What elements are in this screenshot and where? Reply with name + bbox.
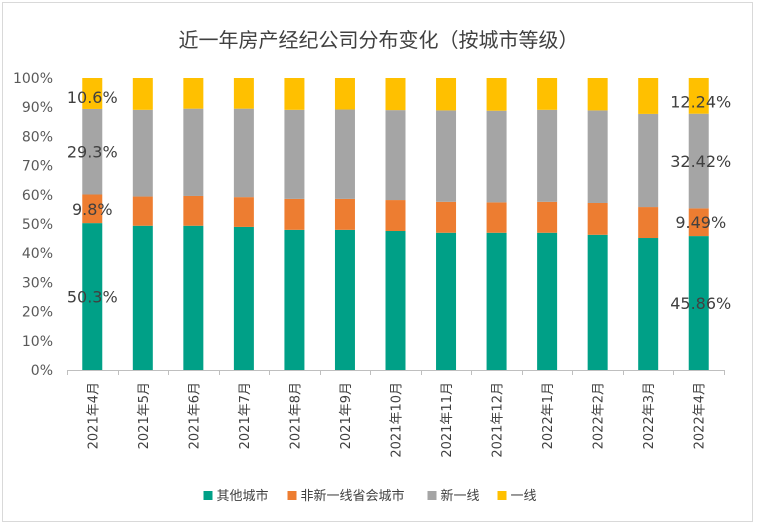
y-tick-label: 20% [22, 305, 53, 321]
bar-segment [334, 198, 355, 230]
y-tick-label: 30% [22, 275, 53, 291]
bar-segment [233, 226, 254, 370]
legend-label: 一线 [511, 489, 537, 504]
x-tick-label: 2021年11月 [440, 382, 455, 458]
bar-segment [334, 229, 355, 370]
bar-segment [284, 198, 305, 230]
legend-swatch [497, 491, 507, 500]
bar-segment [537, 78, 558, 110]
x-tick-label: 2021年7月 [238, 382, 253, 449]
bar-segment [284, 78, 305, 110]
bar-segment [183, 225, 204, 370]
bar-segment [638, 238, 659, 370]
bar-segment [486, 232, 507, 370]
bar-segment [638, 207, 659, 239]
x-tick-label: 2022年4月 [693, 382, 708, 449]
data-label: 12.24% [670, 93, 731, 112]
y-tick-label: 0% [31, 363, 53, 379]
bar-segment [587, 110, 608, 203]
data-label: 50.3% [67, 288, 118, 307]
bar-segment [284, 229, 305, 370]
x-tick-label: 2021年6月 [187, 382, 202, 449]
legend-label: 新一线 [441, 488, 480, 504]
bar-segment [486, 110, 507, 203]
data-label: 9.8% [72, 200, 113, 219]
bar-segment [334, 109, 355, 199]
bar-segment [385, 200, 406, 232]
bar-segment [688, 113, 709, 209]
x-tick-label: 2021年12月 [491, 382, 506, 458]
y-tick-label: 40% [22, 246, 53, 262]
bar-segment [436, 232, 457, 370]
bar-segment [537, 201, 558, 233]
x-tick-label: 2022年3月 [642, 382, 657, 449]
bar-segment [537, 232, 558, 370]
chart-title: 近一年房产经纪公司分布变化（按城市等级） [178, 28, 579, 52]
data-label: 10.6% [67, 88, 118, 107]
bar-segment [82, 194, 103, 224]
bar-segment [587, 78, 608, 111]
data-label: 32.42% [670, 152, 731, 171]
bar-segment [233, 78, 254, 109]
bar-segment [132, 196, 153, 226]
legend-swatch [427, 491, 437, 500]
x-tick-label: 2022年2月 [592, 382, 607, 449]
bar-segment [132, 225, 153, 370]
y-tick-label: 60% [22, 188, 53, 204]
x-tick-label: 2021年8月 [288, 382, 303, 449]
bar-segment [486, 78, 507, 111]
legend-swatch [287, 491, 297, 500]
bar-segment [132, 109, 153, 197]
bar-segment [638, 78, 659, 114]
x-tick-label: 2021年4月 [86, 382, 101, 449]
y-tick-label: 100% [13, 71, 53, 87]
bar-segment [385, 110, 406, 201]
bar-segment [233, 197, 254, 227]
bar-segment [132, 78, 153, 110]
y-tick-label: 10% [22, 334, 53, 350]
bar-segment [183, 195, 204, 226]
data-label: 45.86% [670, 294, 731, 313]
y-tick-label: 70% [22, 159, 53, 175]
x-tick-label: 2021年5月 [137, 382, 152, 449]
bar-segment [284, 109, 305, 199]
x-tick-label: 2022年1月 [541, 382, 556, 449]
bar-segment [688, 208, 709, 237]
y-tick-label: 90% [22, 100, 53, 116]
y-tick-label: 80% [22, 129, 53, 145]
bar-segment [385, 78, 406, 111]
bar-segment [82, 108, 103, 195]
bar-segment [486, 202, 507, 233]
bar-segment [183, 78, 204, 109]
bar-segment [82, 78, 103, 109]
bar-segment [436, 201, 457, 233]
legend-label: 其他城市 [217, 488, 269, 504]
y-tick-label: 50% [22, 217, 53, 233]
data-label: 9.49% [675, 213, 726, 232]
bar-segment [587, 202, 608, 235]
bar-segment [537, 109, 558, 202]
x-tick-label: 2021年9月 [339, 382, 354, 449]
bar-segment [638, 113, 659, 208]
bar-segment [436, 110, 457, 202]
data-label: 29.3% [67, 143, 118, 162]
x-tick-label: 2021年10月 [390, 382, 405, 458]
legend-swatch [203, 491, 213, 500]
bar-segment [587, 234, 608, 370]
bar-segment [334, 78, 355, 110]
bar-segment [233, 108, 254, 198]
bar-segment [688, 236, 709, 370]
bar-segment [82, 223, 103, 370]
bar-segment [436, 78, 457, 111]
legend-label: 非新一线省会城市 [301, 488, 405, 504]
bar-segment [385, 231, 406, 370]
bar-segment [183, 108, 204, 196]
bar-segment [688, 77, 709, 114]
